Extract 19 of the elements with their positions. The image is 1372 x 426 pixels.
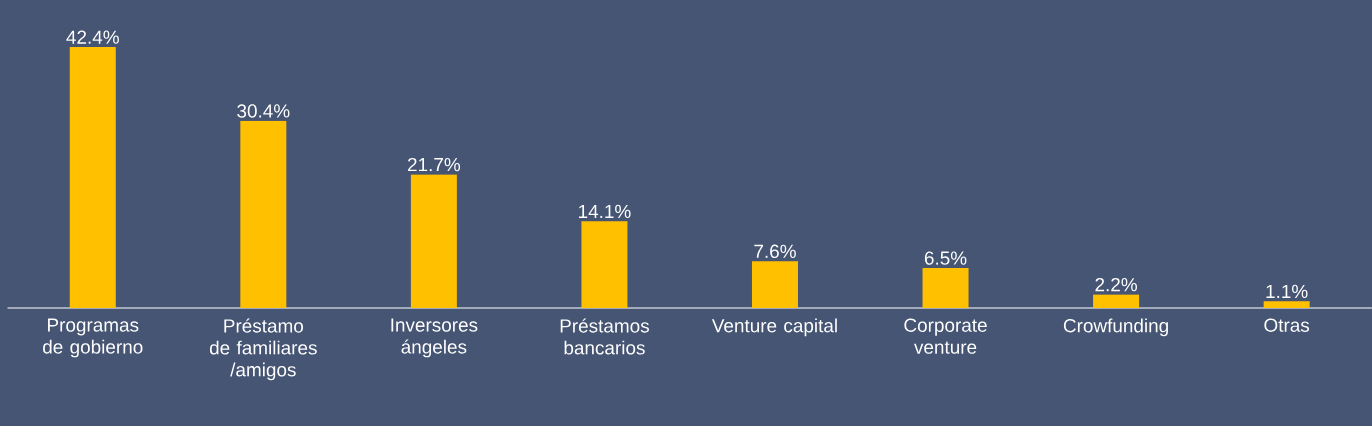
- data-label: 42.4%: [66, 30, 119, 44]
- x-tick-label: Préstamo de familiares /amigos: [209, 318, 317, 381]
- data-label: 14.1%: [579, 204, 631, 219]
- data-label: 2.2%: [1095, 277, 1137, 292]
- x-tick-label: Crowfunding: [1063, 318, 1168, 337]
- data-label: 21.7%: [407, 157, 461, 172]
- x-tick-label: Corporate venture: [904, 318, 987, 354]
- x-tick-label: Venture capital: [711, 318, 837, 337]
- bar: [410, 174, 457, 308]
- x-tick-label: Inversores ángeles: [391, 318, 478, 358]
- data-label: 7.6%: [754, 244, 796, 259]
- bar: [1093, 294, 1140, 308]
- data-label: 30.4%: [237, 104, 290, 118]
- x-tick-label: Préstamos bancarios: [560, 318, 649, 355]
- data-label: 1.1%: [1266, 284, 1308, 299]
- x-tick-label: Programas de gobierno: [43, 318, 143, 358]
- bar: [240, 120, 287, 308]
- data-label: 6.5%: [924, 251, 967, 265]
- x-tick-label: Otras: [1264, 318, 1310, 332]
